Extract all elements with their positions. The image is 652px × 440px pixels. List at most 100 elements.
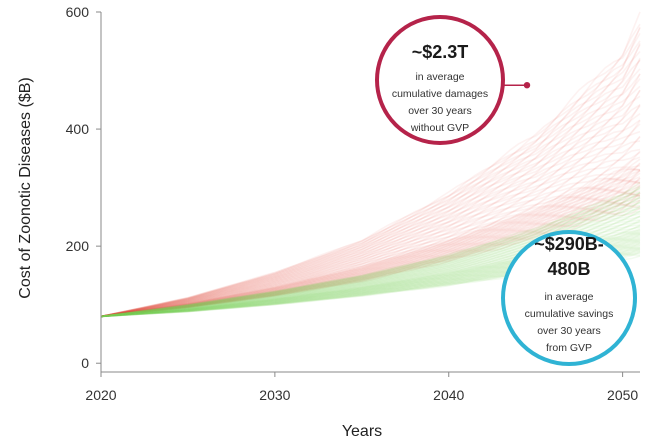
simulation-path bbox=[100, 11, 641, 318]
simulation-path bbox=[100, 199, 641, 318]
damages-headline: ~$2.3T bbox=[412, 42, 469, 62]
simulation-path bbox=[100, 78, 641, 318]
simulation-path bbox=[100, 190, 641, 318]
simulation-path bbox=[100, 140, 641, 318]
simulation-path bbox=[100, 168, 641, 318]
simulation-path bbox=[100, 191, 641, 318]
simulation-path bbox=[100, 148, 641, 318]
y-tick-label: 600 bbox=[66, 4, 90, 20]
simulation-path bbox=[100, 27, 641, 318]
simulation-path bbox=[100, 135, 641, 318]
simulation-path bbox=[100, 95, 641, 318]
simulation-path bbox=[100, 184, 641, 318]
simulation-path bbox=[100, 193, 641, 318]
simulation-path bbox=[100, 113, 641, 318]
simulation-path bbox=[100, 191, 641, 318]
simulation-path bbox=[100, 191, 641, 318]
x-axis-title: Years bbox=[342, 423, 382, 440]
simulation-path bbox=[100, 199, 641, 318]
simulation-path bbox=[100, 169, 641, 318]
damages-line-1: in average bbox=[415, 71, 464, 83]
simulation-path bbox=[100, 169, 641, 318]
simulation-path bbox=[100, 188, 641, 318]
simulation-path bbox=[100, 201, 641, 318]
axis-ticks: 0 200 400 600 2020 2030 2040 2050 bbox=[66, 4, 639, 403]
simulation-path bbox=[100, 202, 641, 318]
y-tick-label: 0 bbox=[81, 355, 89, 371]
simulation-path bbox=[100, 172, 641, 318]
damages-ring bbox=[375, 15, 505, 145]
simulation-bands bbox=[100, 11, 641, 318]
savings-ring bbox=[501, 230, 637, 366]
simulation-path bbox=[100, 136, 641, 318]
simulation-path bbox=[100, 120, 641, 318]
simulation-path bbox=[100, 73, 641, 318]
savings-headline-line-1: ~$290B- bbox=[534, 234, 604, 254]
simulation-path bbox=[100, 177, 641, 318]
simulation-path bbox=[100, 85, 641, 318]
simulation-path bbox=[100, 119, 641, 318]
simulation-path bbox=[100, 42, 641, 318]
simulation-path bbox=[100, 104, 641, 318]
simulation-path bbox=[100, 163, 641, 318]
simulation-path bbox=[100, 59, 641, 318]
x-tick-label: 2040 bbox=[433, 387, 464, 403]
simulation-path bbox=[100, 150, 641, 318]
simulation-path bbox=[100, 23, 641, 318]
simulation-path bbox=[100, 168, 641, 318]
simulation-path bbox=[100, 204, 641, 318]
x-tick-label: 2030 bbox=[259, 387, 290, 403]
x-tick-label: 2020 bbox=[85, 387, 116, 403]
simulation-path bbox=[100, 89, 641, 318]
simulation-path bbox=[100, 196, 641, 318]
simulation-path bbox=[100, 164, 641, 318]
simulation-path bbox=[100, 59, 641, 318]
simulation-path bbox=[100, 33, 641, 318]
simulation-path bbox=[100, 151, 641, 318]
simulation-path bbox=[100, 186, 641, 318]
simulation-path bbox=[100, 130, 641, 318]
savings-line-2: cumulative savings bbox=[525, 308, 614, 320]
simulation-path bbox=[100, 105, 641, 318]
y-tick-label: 200 bbox=[66, 238, 90, 254]
simulation-path bbox=[100, 187, 641, 318]
damages-callout: ~$2.3T in average cumulative damages ove… bbox=[375, 15, 531, 145]
simulation-path bbox=[100, 169, 641, 318]
simulation-path bbox=[100, 193, 641, 318]
simulation-path bbox=[100, 181, 641, 318]
simulation-path bbox=[100, 185, 641, 318]
simulation-path bbox=[100, 192, 641, 318]
simulation-path bbox=[100, 184, 641, 318]
simulation-path bbox=[100, 182, 641, 318]
simulation-path bbox=[100, 40, 641, 318]
simulation-path bbox=[100, 176, 641, 318]
simulation-path bbox=[100, 195, 641, 318]
simulation-path bbox=[100, 197, 641, 318]
savings-line-1: in average bbox=[544, 291, 593, 303]
simulation-path bbox=[100, 186, 641, 318]
y-axis-title: Cost of Zoonotic Diseases ($B) bbox=[17, 77, 34, 298]
simulation-path bbox=[100, 162, 641, 318]
damages-pointer-dot bbox=[523, 82, 531, 89]
damages-line-4: without GVP bbox=[410, 122, 469, 134]
savings-headline-line-2: 480B bbox=[547, 259, 590, 279]
simulation-path bbox=[100, 104, 641, 318]
simulation-path bbox=[100, 191, 641, 318]
savings-line-3: over 30 years bbox=[537, 325, 601, 337]
simulation-path bbox=[100, 180, 641, 318]
simulation-path bbox=[100, 158, 641, 318]
series-red-paths bbox=[100, 11, 641, 318]
simulation-path bbox=[100, 169, 641, 318]
simulation-path bbox=[100, 179, 641, 318]
simulation-path bbox=[100, 156, 641, 318]
savings-line-4: from GVP bbox=[546, 342, 592, 354]
simulation-path bbox=[100, 44, 641, 318]
simulation-path bbox=[100, 73, 641, 318]
simulation-path bbox=[100, 50, 641, 318]
simulation-path bbox=[100, 181, 641, 318]
damages-line-2: cumulative damages bbox=[392, 88, 488, 100]
damages-line-3: over 30 years bbox=[408, 105, 472, 117]
savings-callout: ~$290B- 480B in average cumulative savin… bbox=[501, 230, 637, 366]
simulation-path bbox=[100, 177, 641, 318]
